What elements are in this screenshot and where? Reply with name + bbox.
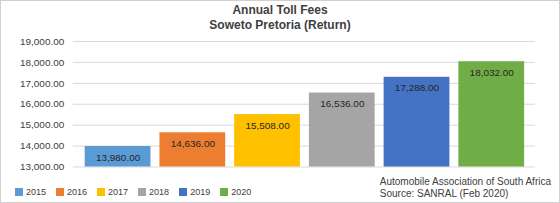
svg-text:19,000.00: 19,000.00 [20,36,65,47]
html-text:Annual Toll Fees: Annual Toll Fees [232,3,328,17]
svg-text:16,536.00: 16,536.00 [320,98,365,109]
html-text:2015: 2015 [26,186,46,197]
svg-text:15,508.00: 15,508.00 [245,120,290,131]
svg-text:18,032.00: 18,032.00 [470,67,515,78]
svg-text:16,000.00: 16,000.00 [20,98,65,109]
svg-text:18,000.00: 18,000.00 [20,57,65,68]
svg-text:17,000.00: 17,000.00 [20,78,65,89]
html-text:2018: 2018 [149,186,170,197]
svg-text:13,000.00: 13,000.00 [20,161,65,172]
html-text:2020: 2020 [231,186,252,197]
html-text:2016: 2016 [67,186,88,197]
svg-text:15,000.00: 15,000.00 [20,119,65,130]
svg-text:13,980.00: 13,980.00 [96,152,141,163]
html-text:2019: 2019 [190,186,211,197]
svg-text:14,636.00: 14,636.00 [171,138,216,149]
html-text:2017: 2017 [108,186,129,197]
html-text:Automobile Association of Sout: Automobile Association of South Africa [379,175,551,187]
svg-text:17,288.00: 17,288.00 [395,82,440,93]
html-text:Source: SANRAL (Feb 2020): Source: SANRAL (Feb 2020) [379,187,509,199]
svg-text:14,000.00: 14,000.00 [20,140,65,151]
html-text:Soweto Pretoria (Return): Soweto Pretoria (Return) [209,18,351,32]
